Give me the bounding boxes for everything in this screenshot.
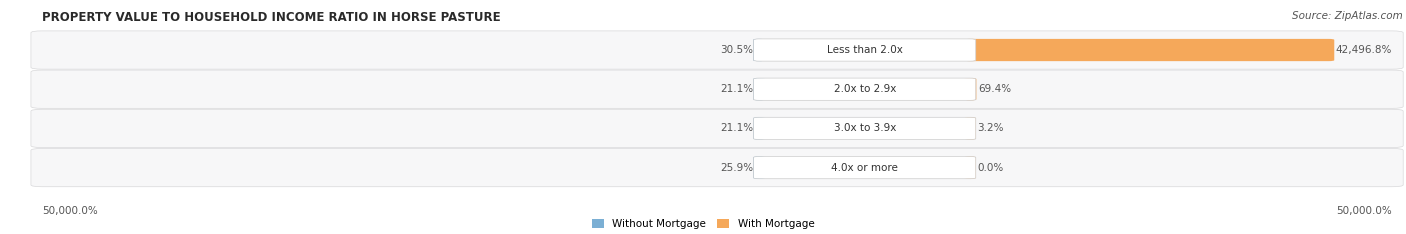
FancyBboxPatch shape xyxy=(754,78,765,100)
Text: 69.4%: 69.4% xyxy=(977,84,1011,94)
Text: 0.0%: 0.0% xyxy=(977,163,1004,173)
Text: 3.0x to 3.9x: 3.0x to 3.9x xyxy=(834,123,896,133)
FancyBboxPatch shape xyxy=(965,39,1334,61)
Text: 50,000.0%: 50,000.0% xyxy=(42,206,98,216)
FancyBboxPatch shape xyxy=(31,109,1403,148)
FancyBboxPatch shape xyxy=(754,39,765,61)
FancyBboxPatch shape xyxy=(965,78,976,100)
Text: 25.9%: 25.9% xyxy=(720,163,754,173)
Text: 42,496.8%: 42,496.8% xyxy=(1336,45,1392,55)
Text: 3.2%: 3.2% xyxy=(977,123,1004,133)
FancyBboxPatch shape xyxy=(31,31,1403,69)
FancyBboxPatch shape xyxy=(754,78,976,100)
Text: PROPERTY VALUE TO HOUSEHOLD INCOME RATIO IN HORSE PASTURE: PROPERTY VALUE TO HOUSEHOLD INCOME RATIO… xyxy=(42,11,501,24)
FancyBboxPatch shape xyxy=(965,117,976,139)
Text: Source: ZipAtlas.com: Source: ZipAtlas.com xyxy=(1292,11,1403,21)
FancyBboxPatch shape xyxy=(754,157,976,179)
FancyBboxPatch shape xyxy=(31,70,1403,108)
FancyBboxPatch shape xyxy=(754,117,765,139)
Text: Less than 2.0x: Less than 2.0x xyxy=(827,45,903,55)
Text: 2.0x to 2.9x: 2.0x to 2.9x xyxy=(834,84,896,94)
Text: 30.5%: 30.5% xyxy=(720,45,754,55)
Text: 21.1%: 21.1% xyxy=(720,123,754,133)
FancyBboxPatch shape xyxy=(754,117,976,139)
Text: 4.0x or more: 4.0x or more xyxy=(831,163,898,173)
FancyBboxPatch shape xyxy=(965,157,976,179)
Text: 50,000.0%: 50,000.0% xyxy=(1336,206,1392,216)
FancyBboxPatch shape xyxy=(31,148,1403,187)
FancyBboxPatch shape xyxy=(754,157,765,179)
Text: 21.1%: 21.1% xyxy=(720,84,754,94)
FancyBboxPatch shape xyxy=(754,39,976,61)
Legend: Without Mortgage, With Mortgage: Without Mortgage, With Mortgage xyxy=(592,219,814,229)
